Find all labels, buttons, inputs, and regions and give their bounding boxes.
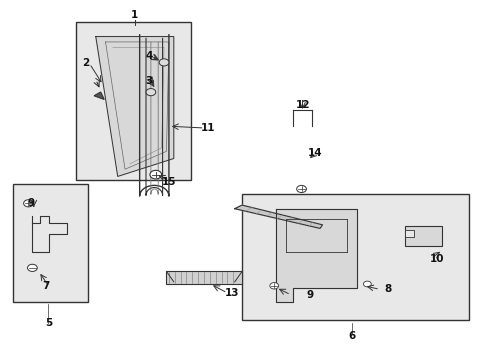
Text: 6: 6 [347,331,355,341]
Text: 13: 13 [224,288,239,298]
Text: 9: 9 [306,290,313,300]
Bar [166,271,242,284]
Circle shape [23,200,33,207]
Text: 3: 3 [145,76,153,86]
Text: 10: 10 [429,254,444,264]
Circle shape [159,59,168,66]
Bar [242,194,468,320]
Text: 11: 11 [200,123,215,133]
Circle shape [150,170,161,179]
Text: 1: 1 [131,10,138,20]
Circle shape [27,264,37,271]
Bar [76,22,190,180]
Text: 2: 2 [82,58,89,68]
Text: 4: 4 [145,51,153,61]
Text: 5: 5 [45,319,52,328]
Text: 15: 15 [162,177,176,187]
Text: 9: 9 [27,198,35,208]
Text: 7: 7 [42,281,50,291]
Circle shape [363,281,370,287]
Text: 12: 12 [295,100,309,110]
Circle shape [146,89,156,96]
Bar [405,230,413,237]
Bar [13,184,88,302]
Text: 14: 14 [307,148,322,158]
Polygon shape [276,209,356,302]
Polygon shape [234,205,322,228]
Polygon shape [96,37,173,176]
Bar [405,226,441,246]
Circle shape [296,185,306,193]
Text: 8: 8 [384,284,391,294]
Polygon shape [94,92,104,99]
Circle shape [269,283,278,289]
